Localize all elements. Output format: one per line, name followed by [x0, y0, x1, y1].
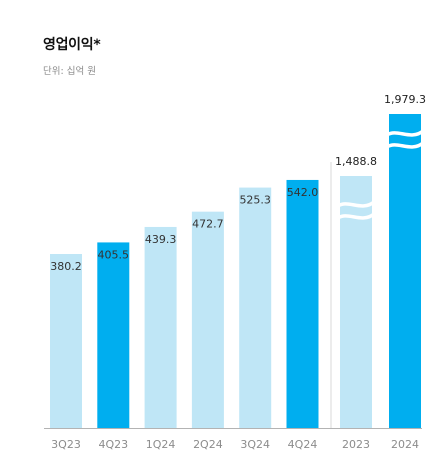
tick-label-3q23: 3Q23	[51, 438, 81, 451]
tick-label-2024: 2024	[391, 438, 419, 451]
value-label-3q23: 380.2	[50, 260, 82, 273]
chart-subtitle: 단위: 십억 원	[43, 66, 96, 77]
axis-break-mark	[385, 141, 425, 149]
bar-1q24	[144, 226, 177, 428]
tick-label-2q24: 2Q24	[193, 438, 223, 451]
chart-title: 영업이익*	[43, 37, 101, 53]
bar-4q24	[286, 179, 319, 428]
tick-label-3q24: 3Q24	[240, 438, 270, 451]
axis-break-mark	[336, 200, 376, 208]
bar-2023	[340, 176, 372, 428]
bar-2024	[389, 114, 421, 428]
value-label-1q24: 439.3	[145, 233, 177, 246]
bar-4q23	[97, 242, 130, 428]
value-label-4q24: 542.0	[287, 186, 319, 199]
bar-2q24	[191, 211, 224, 428]
tick-label-2023: 2023	[342, 438, 370, 451]
value-label-2q24: 472.7	[192, 218, 224, 231]
axis-break-mark	[385, 129, 425, 137]
tick-label-4q23: 4Q23	[98, 438, 128, 451]
value-label-2023: 1,488.8	[335, 155, 377, 168]
bar-3q23	[50, 254, 82, 428]
value-label-4q23: 405.5	[98, 248, 130, 261]
tick-label-4q24: 4Q24	[288, 438, 318, 451]
value-label-2024: 1,979.3	[384, 93, 426, 106]
axis-break-mark	[336, 212, 376, 220]
value-label-3q24: 525.3	[239, 194, 271, 207]
bar-3q24	[239, 187, 272, 428]
tick-label-1q24: 1Q24	[146, 438, 176, 451]
